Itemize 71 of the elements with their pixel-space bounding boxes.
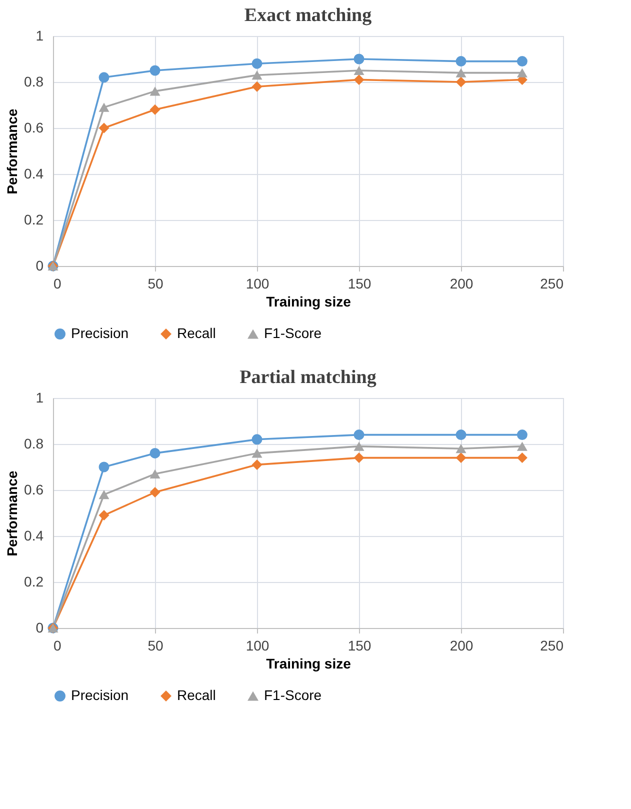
x-axis-title: Training size [266, 656, 352, 672]
y-tick-label: 0.8 [24, 436, 44, 452]
point [98, 102, 110, 112]
point [252, 81, 262, 92]
point [354, 66, 364, 76]
x-tick-label: 150 [348, 276, 372, 292]
point [252, 459, 262, 470]
x-tick-label: 100 [246, 276, 270, 292]
point [252, 70, 262, 80]
point [98, 122, 110, 134]
point [456, 68, 466, 78]
point [354, 54, 364, 64]
point [150, 487, 160, 498]
point [516, 56, 528, 67]
point [150, 86, 160, 96]
point [456, 430, 466, 440]
y-axis-title: Performance [4, 470, 20, 556]
point [516, 452, 528, 464]
point [354, 452, 364, 464]
point [98, 72, 110, 83]
x-tick-label: 250 [540, 276, 564, 292]
x-tick-label: 50 [148, 276, 164, 292]
chart-title: Partial matching [240, 367, 377, 388]
legend-label: Recall [177, 325, 216, 341]
point [98, 462, 110, 472]
point [516, 442, 528, 451]
legend-label: F1-Score [264, 325, 322, 341]
point [252, 448, 262, 458]
chart-title: Exact matching [244, 5, 372, 26]
point [456, 452, 466, 464]
y-tick-label: 1 [36, 390, 44, 406]
x-tick-label: 200 [450, 638, 474, 654]
point [150, 448, 160, 458]
point [516, 68, 528, 78]
point [456, 76, 466, 88]
x-tick-label: 100 [246, 638, 270, 654]
x-tick-label: 0 [54, 276, 62, 292]
y-tick-label: 0 [36, 620, 44, 636]
x-tick-label: 50 [148, 638, 164, 654]
legend-label: Recall [177, 687, 216, 703]
x-tick-label: 0 [54, 638, 62, 654]
y-tick-label: 0.4 [24, 528, 44, 544]
x-axis-title: Training size [266, 294, 352, 310]
point [98, 490, 110, 500]
point [150, 65, 160, 76]
legend-label: Precision [71, 687, 129, 703]
point [516, 430, 528, 440]
x-tick-label: 250 [540, 638, 564, 654]
point [354, 442, 364, 451]
point [252, 434, 262, 445]
legend-label: F1-Score [264, 687, 322, 703]
y-tick-label: 0 [36, 258, 44, 274]
point [150, 104, 160, 115]
legend-label: Precision [71, 325, 129, 341]
point [252, 58, 262, 69]
point [98, 510, 110, 521]
x-tick-label: 200 [450, 276, 474, 292]
y-tick-label: 0.8 [24, 74, 44, 90]
point [354, 430, 364, 440]
y-tick-label: 0.6 [24, 482, 44, 498]
y-tick-label: 0.2 [24, 212, 44, 228]
y-tick-label: 0.6 [24, 120, 44, 136]
x-tick-label: 150 [348, 638, 372, 654]
y-tick-label: 0.2 [24, 574, 44, 590]
point [456, 444, 466, 454]
point [456, 56, 466, 67]
y-tick-label: 1 [36, 28, 44, 44]
y-axis-title: Performance [4, 108, 20, 194]
point [354, 74, 364, 85]
point [150, 469, 160, 478]
y-tick-label: 0.4 [24, 166, 44, 182]
